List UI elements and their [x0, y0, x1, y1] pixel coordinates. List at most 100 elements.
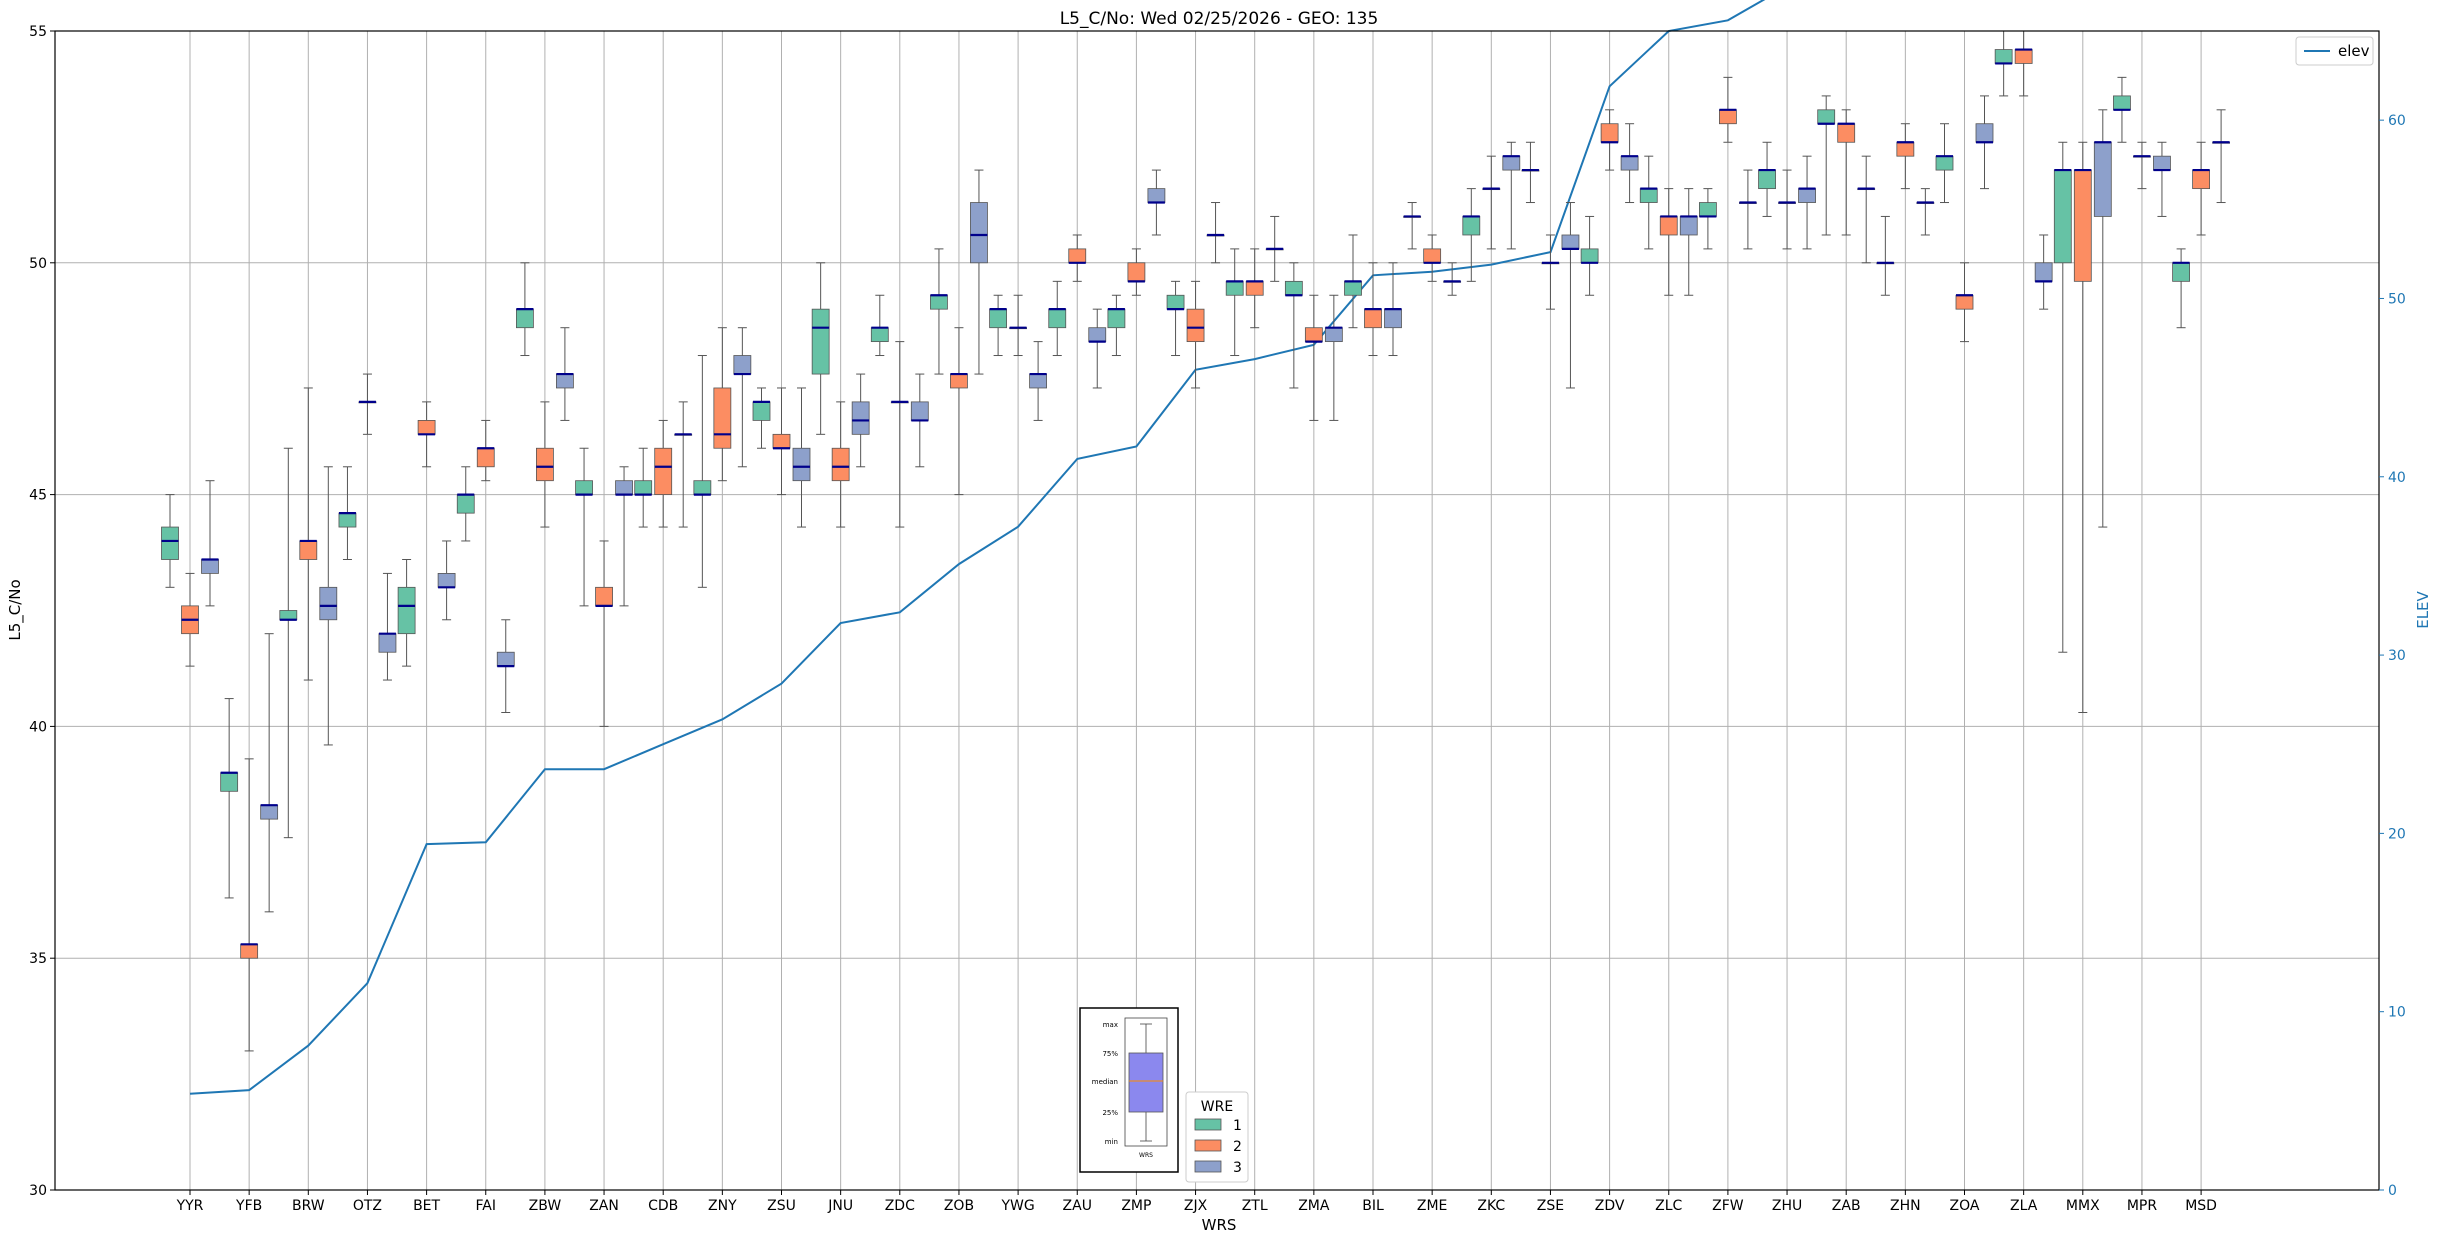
box-FAI-wre2 [476, 419, 495, 482]
box-CDB-wre3 [674, 401, 693, 528]
box-OTZ-wre2 [358, 373, 377, 435]
box-iqr [1975, 123, 1994, 143]
box-ZTL-wre3 [1265, 215, 1284, 282]
x-tick-label: ZAN [589, 1198, 619, 1214]
box-iqr [772, 433, 791, 449]
key-label-min: min [1105, 1138, 1118, 1146]
box-iqr [2172, 262, 2191, 282]
box-ZKC-wre3 [1502, 141, 1521, 250]
box-MPR-wre2 [2133, 141, 2151, 190]
box-ZOA-wre1 [1935, 123, 1954, 204]
box-MPR-wre1 [2113, 76, 2131, 143]
box-iqr [595, 586, 613, 607]
box-iqr [733, 355, 752, 375]
box-BET-wre1 [397, 559, 416, 667]
x-tick-label: ZMP [1121, 1198, 1151, 1214]
box-iqr [1896, 141, 1915, 157]
box-series [161, 30, 2231, 1052]
key-label-max: max [1103, 1021, 1118, 1029]
legend-wre: WRE 1 2 3 [1185, 1091, 1249, 1183]
legend-wre-label-1: 1 [1233, 1118, 1242, 1134]
legend-wre-label-2: 2 [1233, 1139, 1242, 1155]
x-tick-label: MPR [2127, 1198, 2158, 1214]
y-tick-label: 50 [29, 256, 47, 272]
box-ZHU-wre3 [1798, 155, 1816, 250]
box-JNU-wre3 [851, 373, 870, 468]
box-MPR-wre3 [2153, 141, 2171, 217]
legend-wre-swatch-3 [1194, 1160, 1222, 1173]
box-iqr [1088, 327, 1107, 343]
x-tick-label: ZSU [767, 1198, 796, 1214]
box-ZLC-wre1 [1639, 155, 1658, 250]
key-label-median: median [1092, 1078, 1118, 1086]
legend-wre-swatch-1 [1194, 1118, 1222, 1131]
box-iqr [851, 401, 870, 435]
box-iqr [397, 586, 416, 635]
box-ZAU-wre2 [1068, 234, 1087, 282]
box-ZDC-wre3 [910, 373, 929, 468]
box-iqr [1502, 155, 1521, 171]
box-iqr [220, 772, 239, 792]
box-MSD-wre2 [2192, 141, 2211, 236]
box-ZLA-wre3 [2034, 234, 2053, 310]
box-iqr [338, 512, 357, 528]
box-iqr [1600, 123, 1619, 143]
box-iqr [575, 480, 593, 495]
box-ZTL-wre1 [1225, 248, 1244, 357]
x-tick-label: ZNY [708, 1198, 737, 1214]
box-iqr [1225, 280, 1244, 296]
box-iqr [1304, 327, 1323, 343]
x-tick-label: ZLA [2010, 1198, 2038, 1214]
box-iqr [1679, 216, 1698, 236]
box-ZMA-wre2 [1304, 294, 1323, 421]
box-iqr [2153, 155, 2171, 171]
box-iqr [2034, 262, 2053, 282]
box-ZLC-wre3 [1679, 188, 1698, 296]
box-ZSE-wre2 [1541, 234, 1560, 310]
box-iqr [201, 559, 219, 574]
box-MSD-wre1 [2172, 248, 2191, 329]
x-tick-label: ZHU [1772, 1198, 1802, 1214]
box-ZAN-wre2 [595, 540, 613, 727]
box-iqr [1127, 262, 1146, 282]
box-iqr [161, 526, 179, 560]
x-tick-label: ZDC [885, 1198, 915, 1214]
box-iqr [2113, 95, 2131, 111]
y2-tick-label: 0 [2388, 1183, 2397, 1199]
x-tick-label: ZSE [1537, 1198, 1564, 1214]
box-iqr [279, 610, 298, 621]
box-iqr [713, 387, 732, 449]
box-ZSU-wre3 [792, 387, 811, 528]
box-ZDC-wre1 [870, 294, 889, 357]
box-iqr [654, 447, 673, 495]
y2-tick-label: 20 [2388, 826, 2406, 842]
x-tick-label: ZJX [1184, 1198, 1208, 1214]
box-ZKC-wre1 [1462, 188, 1481, 282]
plot-frame [54, 30, 2380, 1191]
box-ZOB-wre1 [930, 248, 948, 375]
box-ZJX-wre3 [1206, 202, 1225, 264]
box-iqr [437, 573, 456, 588]
box-YWG-wre2 [1009, 294, 1027, 357]
x-tick-label: ZHN [1890, 1198, 1921, 1214]
x-tick-label: ZFW [1712, 1198, 1744, 1214]
box-iqr [1837, 123, 1856, 143]
box-BIL-wre2 [1364, 262, 1382, 357]
box-iqr [378, 633, 397, 653]
box-BET-wre2 [417, 401, 436, 468]
box-ZOB-wre3 [970, 169, 988, 375]
box-iqr [693, 480, 712, 495]
box-iqr [516, 308, 534, 329]
box-ZMP-wre3 [1147, 169, 1166, 236]
box-YFB-wre1 [220, 698, 239, 899]
box-BRW-wre1 [279, 447, 298, 839]
box-ZHU-wre1 [1758, 141, 1776, 217]
y2-tick-label: 60 [2388, 113, 2406, 129]
box-iqr [1068, 248, 1087, 264]
box-BET-wre3 [437, 540, 456, 621]
box-ZDV-wre2 [1600, 109, 1619, 171]
box-iqr [792, 447, 811, 482]
key-box [1128, 1052, 1164, 1113]
box-JNU-wre1 [811, 262, 830, 435]
box-iqr [1186, 308, 1205, 343]
